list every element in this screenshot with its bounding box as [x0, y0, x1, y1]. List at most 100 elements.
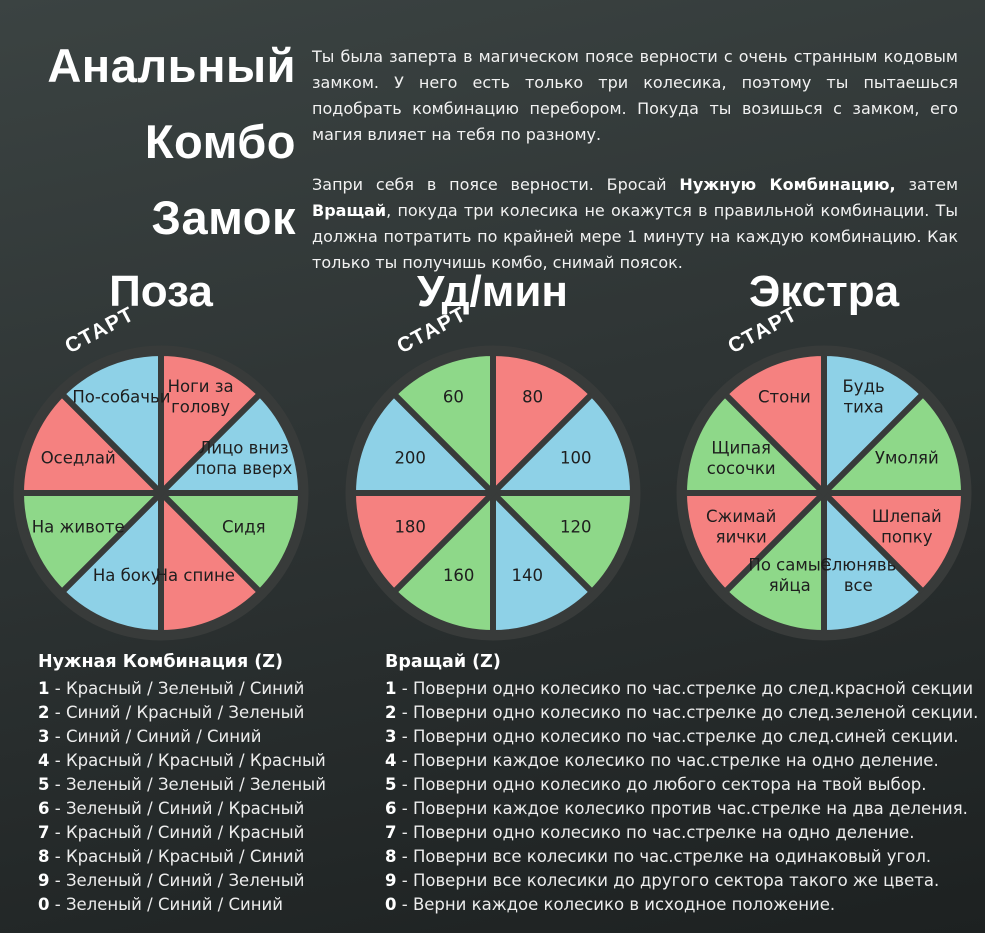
item-separator: -	[396, 823, 413, 842]
list-item: 4 - Красный / Красный / Красный	[38, 749, 326, 773]
item-separator: -	[396, 871, 413, 890]
item-number: 3	[38, 727, 50, 746]
intro-paragraph-1: Ты была заперта в магическом поясе верно…	[312, 47, 958, 144]
item-separator: -	[49, 751, 66, 770]
item-text: Поверни все колесики по час.стрелке на о…	[412, 847, 932, 866]
item-number: 4	[38, 751, 50, 770]
item-separator: -	[49, 727, 66, 746]
wheel-heading: Экстра	[748, 267, 900, 316]
wheel-block-3: Экстра Будь тиха Умоляй Шлепай попку Слюнявь вс…	[674, 268, 974, 646]
item-separator: -	[49, 775, 66, 794]
item-text: Красный / Синий / Красный	[65, 823, 305, 842]
wheels-row: Поза Ноги за голову Лицо вниз попа вверх Сидя…	[11, 268, 974, 646]
item-separator: -	[49, 703, 66, 722]
item-text: Зеленый / Синий / Синий	[65, 895, 283, 914]
sector-label: Умоляй	[875, 448, 939, 467]
item-separator: -	[396, 775, 413, 794]
list-item: 7 - Поверни одно колесико по час.стрелке…	[385, 821, 978, 845]
sector-label: Будь тиха	[842, 377, 884, 416]
item-text: Поверни одно колесико по час.стрелке на …	[412, 823, 915, 842]
sector-label: Оседлай	[41, 448, 116, 467]
sector-label: По-собачьи	[72, 387, 170, 406]
wheel-block-1: Поза Ноги за голову Лицо вниз попа вверх Сидя…	[11, 268, 311, 646]
item-number: 9	[38, 871, 50, 890]
item-text: Поверни одно колесико по час.стрелке до …	[412, 703, 979, 722]
wheel-block-2: Уд/мин 80 100 120 140 160 180 200 60 СТАРТ	[343, 268, 643, 646]
sector-label: На животе	[32, 517, 125, 536]
sector-label: Щипая сосочки	[707, 438, 776, 477]
item-number: 7	[38, 823, 50, 842]
sector-label: 180	[394, 517, 426, 536]
item-separator: -	[396, 679, 413, 698]
sector-label: 200	[394, 448, 426, 467]
list-item: 0 - Зеленый / Синий / Синий	[38, 893, 326, 917]
intro-text: Ты была заперта в магическом поясе верно…	[312, 44, 958, 300]
item-separator: -	[49, 799, 66, 818]
list-item: 2 - Поверни одно колесико по час.стрелке…	[385, 701, 978, 725]
intro-bold-combo: Нужную Комбинацию,	[679, 175, 896, 194]
item-text: Красный / Зеленый / Синий	[65, 679, 305, 698]
list-item: 2 - Синий / Красный / Зеленый	[38, 701, 326, 725]
spin-list: Вращай (Z) 1 - Поверни одно колесико по ч…	[385, 651, 978, 917]
sector-label: 140	[511, 565, 543, 584]
wheel-rim	[676, 345, 972, 641]
wheel-heading: Уд/мин	[417, 267, 568, 316]
intro-bold-spin: Вращай	[312, 201, 387, 220]
item-number: 1	[385, 679, 397, 698]
sector-label: 80	[522, 387, 543, 406]
sector-label: По самые яйца	[748, 555, 831, 594]
item-number: 8	[385, 847, 397, 866]
intro-segment: затем	[895, 175, 959, 194]
sector-label: Ноги за голову	[168, 377, 234, 416]
list-item: 9 - Зеленый / Синий / Зеленый	[38, 869, 326, 893]
item-text: Поверни все колесики до другого сектора …	[412, 871, 940, 890]
list-item: 1 - Красный / Зеленый / Синий	[38, 677, 326, 701]
item-number: 6	[38, 799, 50, 818]
item-number: 2	[385, 703, 397, 722]
item-separator: -	[49, 823, 66, 842]
sector-label: 120	[560, 517, 592, 536]
item-text: Верни каждое колесико в исходное положен…	[412, 895, 836, 914]
title-line-3: Замок	[151, 191, 296, 244]
item-number: 9	[385, 871, 397, 890]
item-separator: -	[396, 727, 413, 746]
item-number: 1	[38, 679, 50, 698]
list-item: 9 - Поверни все колесики до другого сект…	[385, 869, 978, 893]
title-line-1: Анальный	[47, 39, 296, 92]
item-text: Поверни каждое колесико против час.стрел…	[412, 799, 968, 818]
item-text: Синий / Синий / Синий	[65, 727, 262, 746]
item-number: 5	[385, 775, 397, 794]
item-number: 6	[385, 799, 397, 818]
wheel-rim	[345, 345, 640, 641]
wheel-heading: Поза	[109, 267, 213, 316]
sector-label: 100	[560, 448, 592, 467]
item-text: Красный / Красный / Красный	[65, 751, 326, 770]
list-header: Нужная Комбинация (Z)	[38, 652, 283, 672]
item-separator: -	[49, 895, 66, 914]
item-text: Зеленый / Зеленый / Зеленый	[65, 775, 326, 794]
list-item: 0 - Верни каждое колесико в исходное пол…	[385, 893, 978, 917]
item-number: 5	[38, 775, 50, 794]
sector-label: 160	[442, 565, 474, 584]
item-separator: -	[396, 799, 413, 818]
intro-segment: , покуда три колесика не окажутся в прав…	[312, 201, 958, 272]
item-separator: -	[396, 895, 413, 914]
list-header: Вращай (Z)	[385, 652, 501, 672]
item-number: 0	[385, 895, 397, 914]
item-text: Зеленый / Синий / Зеленый	[65, 871, 305, 890]
list-item: 5 - Поверни одно колесико до любого сект…	[385, 773, 978, 797]
item-text: Поверни одно колесико по час.стрелке до …	[412, 727, 959, 746]
list-item: 8 - Красный / Красный / Синий	[38, 845, 326, 869]
list-item: 7 - Красный / Синий / Красный	[38, 821, 326, 845]
item-separator: -	[49, 679, 66, 698]
wheel-rim	[13, 345, 309, 641]
item-separator: -	[396, 751, 413, 770]
item-text: Поверни каждое колесико по час.стрелке н…	[412, 751, 939, 770]
item-text: Поверни одно колесико по час.стрелке до …	[412, 679, 974, 698]
sector-label: 60	[442, 387, 463, 406]
item-text: Зеленый / Синий / Красный	[65, 799, 305, 818]
list-item: 4 - Поверни каждое колесико по час.стрел…	[385, 749, 978, 773]
item-separator: -	[396, 847, 413, 866]
